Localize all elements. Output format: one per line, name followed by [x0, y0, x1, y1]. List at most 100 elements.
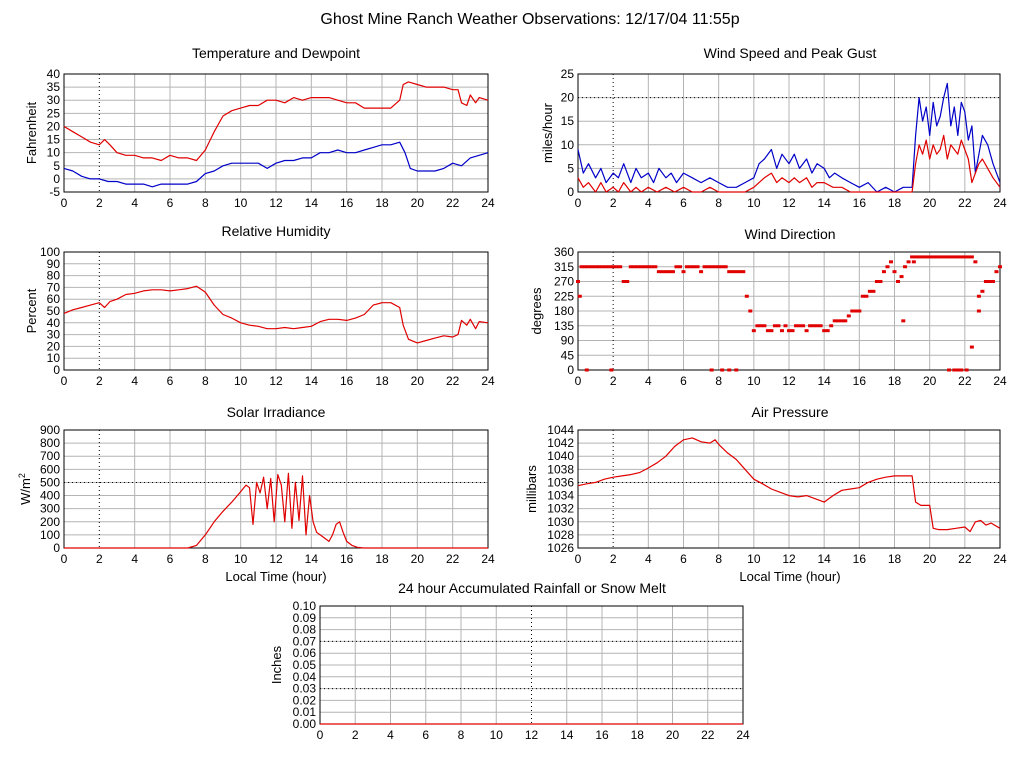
data-point — [787, 329, 791, 333]
data-point — [713, 265, 718, 269]
x-tick-label: 2 — [96, 552, 103, 566]
x-tick-label: 22 — [446, 374, 460, 388]
y-tick-label: 800 — [40, 436, 60, 450]
x-tick-label: 8 — [458, 728, 465, 742]
series-line-1 — [577, 134, 1001, 193]
data-point — [941, 255, 946, 259]
data-point — [966, 255, 971, 259]
data-point — [994, 270, 999, 274]
data-point — [583, 265, 588, 269]
y-tick-label: 10 — [47, 351, 61, 365]
x-tick-label: 2 — [352, 728, 359, 742]
data-point — [952, 255, 957, 259]
y-tick-label: 400 — [40, 489, 60, 503]
y-tick-label: 0.08 — [293, 623, 317, 637]
data-point — [959, 368, 964, 372]
data-point — [656, 270, 661, 274]
y-tick-label: 25 — [561, 67, 575, 81]
data-point — [618, 265, 623, 269]
y-tick-label: 700 — [40, 449, 60, 463]
x-tick-label: 0 — [61, 196, 68, 210]
wind-speed-title: Wind Speed and Peak Gust — [704, 45, 877, 61]
x-tick-label: 8 — [202, 196, 209, 210]
x-tick-label: 10 — [234, 552, 248, 566]
data-point — [913, 255, 918, 259]
y-tick-label: 0 — [53, 541, 60, 555]
data-point — [822, 329, 827, 333]
y-axis-label: W/m2 — [17, 473, 33, 505]
y-axis-label: Inches — [269, 645, 284, 684]
x-tick-label: 14 — [305, 374, 319, 388]
x-tick-label: 18 — [375, 374, 389, 388]
data-point — [642, 265, 647, 269]
y-tick-label: 45 — [561, 348, 575, 362]
data-point — [609, 368, 614, 372]
data-point — [649, 265, 654, 269]
x-tick-label: 12 — [269, 552, 283, 566]
series-line-0 — [577, 437, 1001, 533]
x-tick-label: 0 — [317, 728, 324, 742]
x-tick-label: 6 — [422, 728, 429, 742]
data-point — [839, 319, 844, 323]
pressure-frame — [577, 429, 1001, 549]
x-tick-label: 24 — [481, 196, 495, 210]
x-tick-label: 20 — [411, 374, 425, 388]
data-point — [955, 255, 960, 259]
data-point — [927, 255, 932, 259]
data-point — [744, 294, 749, 298]
data-point — [959, 255, 964, 259]
data-point — [836, 319, 841, 323]
data-point — [600, 265, 605, 269]
data-point — [579, 265, 584, 269]
data-point — [727, 368, 732, 372]
y-tick-label: 0 — [53, 172, 60, 186]
y-tick-label: 1044 — [547, 423, 574, 437]
data-point — [948, 255, 953, 259]
x-tick-label: 18 — [888, 374, 902, 388]
series-line-0 — [577, 82, 1001, 193]
data-point — [899, 275, 904, 279]
y-axis-label: millibars — [524, 465, 539, 513]
y-tick-label: 90 — [561, 334, 575, 348]
x-tick-label: 18 — [631, 728, 645, 742]
data-point — [621, 280, 626, 283]
data-point — [681, 270, 686, 274]
data-point — [983, 280, 988, 283]
data-point — [779, 329, 784, 333]
data-point — [867, 289, 872, 293]
data-point — [794, 324, 799, 328]
x-tick-label: 2 — [96, 196, 103, 210]
humidity-chart: Relative Humidity01020304050607080901000… — [24, 223, 495, 388]
humidity-title: Relative Humidity — [222, 223, 331, 239]
data-point — [964, 368, 969, 372]
y-tick-label: 600 — [40, 462, 60, 476]
x-tick-label: 14 — [817, 374, 831, 388]
data-point — [586, 265, 591, 269]
pressure-chart: Air Pressure1026102810301032103410361038… — [524, 404, 1007, 584]
x-tick-label: 10 — [490, 728, 504, 742]
y-tick-label: 0.01 — [293, 705, 317, 719]
x-tick-label: 4 — [131, 374, 138, 388]
y-tick-label: 100 — [40, 245, 60, 259]
x-tick-label: 0 — [575, 196, 582, 210]
solar-chart: Solar Irradiance010020030040050060070080… — [17, 404, 495, 584]
x-tick-label: 22 — [958, 196, 972, 210]
x-tick-label: 22 — [958, 374, 972, 388]
data-point — [860, 294, 865, 298]
data-point — [864, 294, 869, 298]
y-tick-label: 1028 — [547, 528, 574, 542]
x-tick-label: 16 — [853, 196, 867, 210]
x-tick-label: 6 — [680, 196, 687, 210]
y-tick-label: -5 — [49, 185, 60, 199]
data-point — [804, 329, 809, 333]
y-tick-label: 15 — [47, 133, 61, 147]
data-point — [769, 329, 774, 333]
x-tick-label: 6 — [167, 196, 174, 210]
x-tick-label: 10 — [747, 552, 761, 566]
data-point — [632, 265, 637, 269]
data-point — [614, 265, 619, 269]
data-point — [577, 294, 582, 298]
x-tick-label: 12 — [269, 196, 283, 210]
data-point — [969, 255, 974, 259]
